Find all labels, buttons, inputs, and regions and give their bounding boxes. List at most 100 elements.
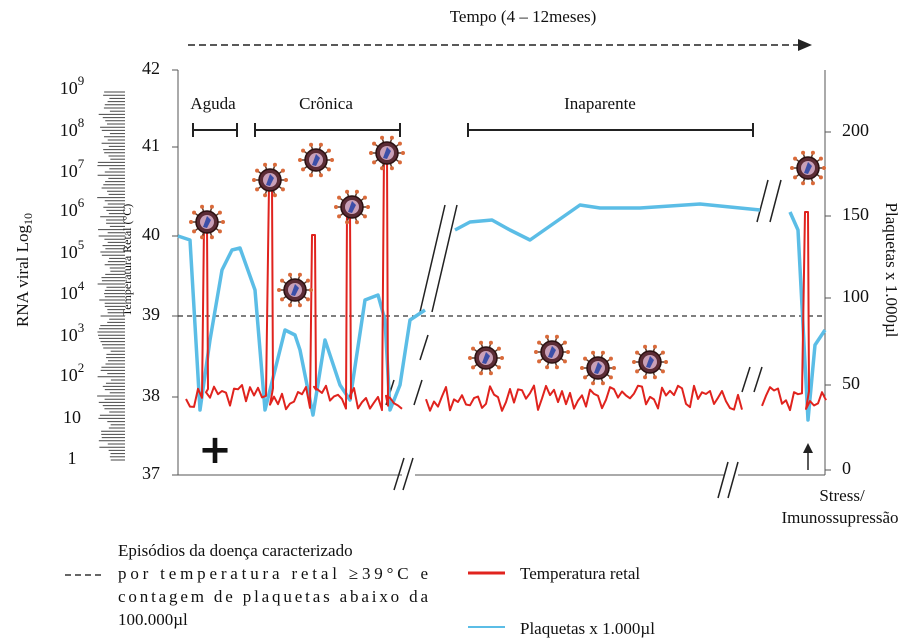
virus-rna [646,356,654,368]
virus-spike-tip [793,175,798,180]
virus-spike-tip [635,369,640,374]
virus-spike-tip [389,135,394,140]
rna-tick-label: 107 [60,156,85,181]
stress-arrow-head [803,443,813,453]
virus-spike-tip [372,141,377,146]
rna-tick-base: 10 [60,325,78,345]
platelet-tick-label: 0 [842,458,851,478]
virus-spike-tip [793,156,798,161]
virus-spike-tip [790,166,794,170]
virus-rna [482,352,490,364]
virus-spike-tip [200,204,205,209]
virus-spike-tip [221,220,225,224]
platelet-tick-label: 50 [842,373,860,393]
virus-spike-tip [189,220,193,224]
virus-icon [369,135,405,171]
virus-spike-tip [612,366,616,370]
virus-spike-tip [305,297,310,302]
virus-spike-tip [562,359,567,364]
virus-spike-tip [664,360,668,364]
virus-spike-tip [192,210,197,215]
rna-axis-title-sub: 10 [21,213,35,225]
phase-label: Crônica [299,94,353,113]
virus-spike-tip [209,204,214,209]
virus-spike-tip [652,344,657,349]
rna-axis-title-text: RNA viral Log [13,225,32,327]
virus-spike-tip [354,220,359,225]
virus-spike-tip [297,303,302,308]
legend-text: Episódios da doença caracterizado [118,541,353,560]
virus-spike-tip [583,375,588,380]
legend-text: Temperatura retal [520,564,640,583]
virus-spike-tip [305,278,310,283]
rna-tick-base: 10 [60,200,78,220]
rna-tick-base: 10 [60,242,78,262]
virus-spike-tip [537,340,542,345]
virus-spike-tip [471,346,476,351]
virus-spike-tip [397,141,402,146]
virus-spike-tip [345,189,350,194]
virus-spike-tip [366,205,370,209]
virus-spike-tip [496,346,501,351]
virus-rna [312,154,320,166]
virus-spike-tip [608,375,613,380]
platelet-curve [177,202,827,422]
virus-icon [534,334,570,370]
temperature-tick-label: 40 [142,224,160,244]
legend-text: por temperatura retal ≥39°C e [118,564,428,583]
virus-spike-tip [488,371,493,376]
virus-spike-tip [818,156,823,161]
virus-spike-tip [632,360,636,364]
virus-spike-tip [326,167,331,172]
temperature-tick-label: 39 [142,304,160,324]
virus-icon [334,189,370,225]
virus-icon [252,162,288,198]
virus-spike-tip [660,350,665,355]
rna-tick-label: 1 [68,448,77,468]
virus-spike-tip [263,193,268,198]
phase-label: Aguda [190,94,236,113]
virus-rna [291,284,299,296]
legend-text: 100.000µl [118,610,188,629]
virus-spike-tip [822,166,826,170]
virus-spike-tip [369,151,373,155]
virus-spike-tip [217,229,222,234]
virus-spike-tip [337,195,342,200]
virus-spike-tip [326,148,331,153]
temperature-tick-label: 37 [142,463,160,483]
platelet-tick-label: 100 [842,286,869,306]
death-mark: + [198,427,232,473]
axis-breaks [385,179,782,499]
virus-spike-tip [600,350,605,355]
rna-tick-label: 103 [60,320,85,345]
virus-spike-tip [545,365,550,370]
virus-spike-tip [345,220,350,225]
virus-spike-tip [280,278,285,283]
virus-rna [348,201,356,213]
virus-spike-tip [288,272,293,277]
virus-spike-tip [277,288,281,292]
virus-spike-tip [255,187,260,192]
virus-spike-tip [309,142,314,147]
virus-spike-tip [389,166,394,171]
virus-spike-tip [401,151,405,155]
virus-spike-tip [534,350,538,354]
legend-text: contagem de plaquetas abaixo da [118,587,428,606]
virus-spike-tip [354,189,359,194]
virus-spike-tip [301,148,306,153]
rna-tick-label: 106 [60,195,85,220]
virus-spike-tip [397,160,402,165]
virus-spike-tip [298,158,302,162]
virus-icon [632,344,668,380]
virus-spike-tip [297,272,302,277]
virus-spike-tip [255,168,260,173]
virus-spike-tip [537,359,542,364]
virus-spike-tip [600,381,605,386]
rna-tick-base: 10 [60,120,78,140]
time-arrow-head [798,39,812,51]
virus-spike-tip [554,334,559,339]
virus-spike-tip [284,178,288,182]
rna-tick-exp: 2 [78,360,85,375]
virus-spike-tip [217,210,222,215]
